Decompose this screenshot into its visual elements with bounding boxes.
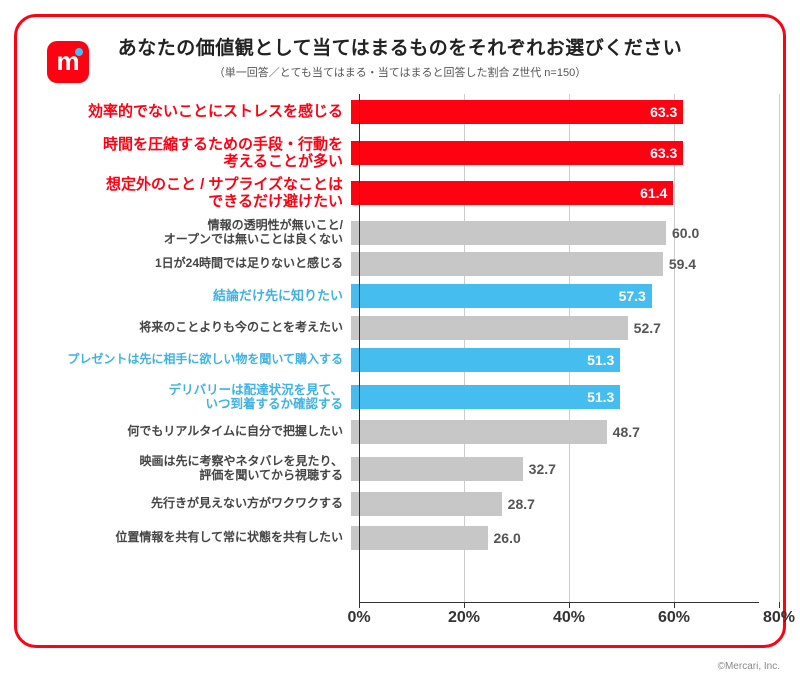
bar-value: 48.7: [613, 424, 640, 440]
bar-value: 60.0: [672, 225, 699, 241]
bar: 51.3: [351, 348, 620, 372]
chart-area: 効率的でないことにストレスを感じる63.3時間を圧縮するための手段・行動を 考え…: [41, 94, 759, 632]
bar: 59.4: [351, 252, 663, 276]
bar-track: 51.3: [351, 348, 759, 372]
chart-row: 想定外のこと / サプライズなことは できるだけ避けたい 61.4: [41, 176, 759, 210]
bar-track: 60.0: [351, 221, 759, 245]
bar-track: 32.7: [351, 457, 759, 481]
chart-row: 何でもリアルタイムに自分で把握したい48.7: [41, 420, 759, 444]
bar: 57.3: [351, 284, 652, 308]
row-label: 将来のことよりも今のことを考えたい: [41, 321, 351, 335]
bar-track: 63.3: [351, 100, 759, 124]
bar: 63.3: [351, 141, 683, 165]
row-label: 映画は先に考察やネタバレを見たり、 評価を聞いてから視聴する: [41, 455, 351, 483]
bar-value: 63.3: [650, 104, 677, 120]
tick-line: [464, 602, 465, 608]
bar-value: 61.4: [640, 185, 667, 201]
bar: 52.7: [351, 316, 628, 340]
chart-row: 効率的でないことにストレスを感じる 63.3: [41, 100, 759, 124]
bar-track: 28.7: [351, 492, 759, 516]
row-label: プレゼントは先に相手に欲しい物を聞いて購入する: [41, 353, 351, 367]
bar-track: 52.7: [351, 316, 759, 340]
chart-row: プレゼントは先に相手に欲しい物を聞いて購入する 51.3: [41, 348, 759, 372]
chart-row: 結論だけ先に知りたい 57.3: [41, 284, 759, 308]
chart-row: 情報の透明性が無いこと/ オープンでは無いことは良くない60.0: [41, 216, 759, 250]
tick-line: [359, 602, 360, 608]
bar-value: 26.0: [494, 530, 521, 546]
tick-line: [779, 602, 780, 608]
bar: 61.4: [351, 181, 673, 205]
bar: 28.7: [351, 492, 502, 516]
row-label: 先行きが見えない方がワクワクする: [41, 497, 351, 511]
y-axis-line: [359, 94, 360, 602]
chart-row: 先行きが見えない方がワクワクする28.7: [41, 492, 759, 516]
bar: 60.0: [351, 221, 666, 245]
bar-value: 63.3: [650, 145, 677, 161]
bar: 51.3: [351, 385, 620, 409]
tick-label: 40%: [553, 609, 585, 627]
chart-row: 位置情報を共有して常に状態を共有したい26.0: [41, 526, 759, 550]
logo-icon: m: [47, 41, 89, 83]
bar-value: 32.7: [529, 461, 556, 477]
bar-track: 63.3: [351, 141, 759, 165]
row-label: 結論だけ先に知りたい: [41, 289, 351, 304]
bar-value: 52.7: [634, 320, 661, 336]
bar: 26.0: [351, 526, 488, 550]
bar-value: 28.7: [508, 496, 535, 512]
bar-value: 57.3: [619, 288, 646, 304]
tick-line: [674, 602, 675, 608]
tick-label: 80%: [763, 609, 795, 627]
bar-value: 51.3: [587, 352, 614, 368]
row-label: 想定外のこと / サプライズなことは できるだけ避けたい: [41, 176, 351, 211]
chart-row: デリバリーは配達状況を見て、 いつ到着するか確認する 51.3: [41, 380, 759, 414]
row-label: デリバリーは配達状況を見て、 いつ到着するか確認する: [41, 383, 351, 412]
bar: 48.7: [351, 420, 607, 444]
row-label: 1日が24時間では足りないと感じる: [41, 257, 351, 271]
bar-track: 51.3: [351, 385, 759, 409]
x-axis: 0%20%40%60%80%: [359, 602, 759, 632]
tick-label: 60%: [658, 609, 690, 627]
bar-track: 59.4: [351, 252, 759, 276]
tick-label: 20%: [448, 609, 480, 627]
chart-row: 1日が24時間では足りないと感じる59.4: [41, 252, 759, 276]
tick-line: [569, 602, 570, 608]
chart-card: m あなたの価値観として当てはまるものをそれぞれお選びください （単一回答／とて…: [14, 14, 786, 648]
row-label: 時間を圧縮するための手段・行動を 考えることが多い: [41, 136, 351, 171]
bar: 63.3: [351, 100, 683, 124]
row-label: 何でもリアルタイムに自分で把握したい: [41, 425, 351, 439]
bar-track: 26.0: [351, 526, 759, 550]
tick-label: 0%: [347, 609, 370, 627]
bar-track: 61.4: [351, 181, 759, 205]
bar: 32.7: [351, 457, 523, 481]
row-label: 情報の透明性が無いこと/ オープンでは無いことは良くない: [41, 219, 351, 247]
bar-track: 57.3: [351, 284, 759, 308]
chart-row: 時間を圧縮するための手段・行動を 考えることが多い 63.3: [41, 136, 759, 170]
row-label: 位置情報を共有して常に状態を共有したい: [41, 531, 351, 545]
row-label: 効率的でないことにストレスを感じる: [41, 103, 351, 120]
chart-row: 映画は先に考察やネタバレを見たり、 評価を聞いてから視聴する32.7: [41, 452, 759, 486]
chart-subtitle: （単一回答／とても当てはまる・当てはまると回答した割合 Z世代 n=150）: [33, 64, 767, 80]
grid-line: [779, 94, 780, 602]
bar-value: 51.3: [587, 389, 614, 405]
bar-track: 48.7: [351, 420, 759, 444]
copyright-text: ©Mercari, Inc.: [718, 661, 780, 672]
chart-title: あなたの価値観として当てはまるものをそれぞれお選びください: [33, 33, 767, 60]
bar-value: 59.4: [669, 256, 696, 272]
axis-baseline: [359, 602, 759, 603]
chart-row: 将来のことよりも今のことを考えたい52.7: [41, 316, 759, 340]
